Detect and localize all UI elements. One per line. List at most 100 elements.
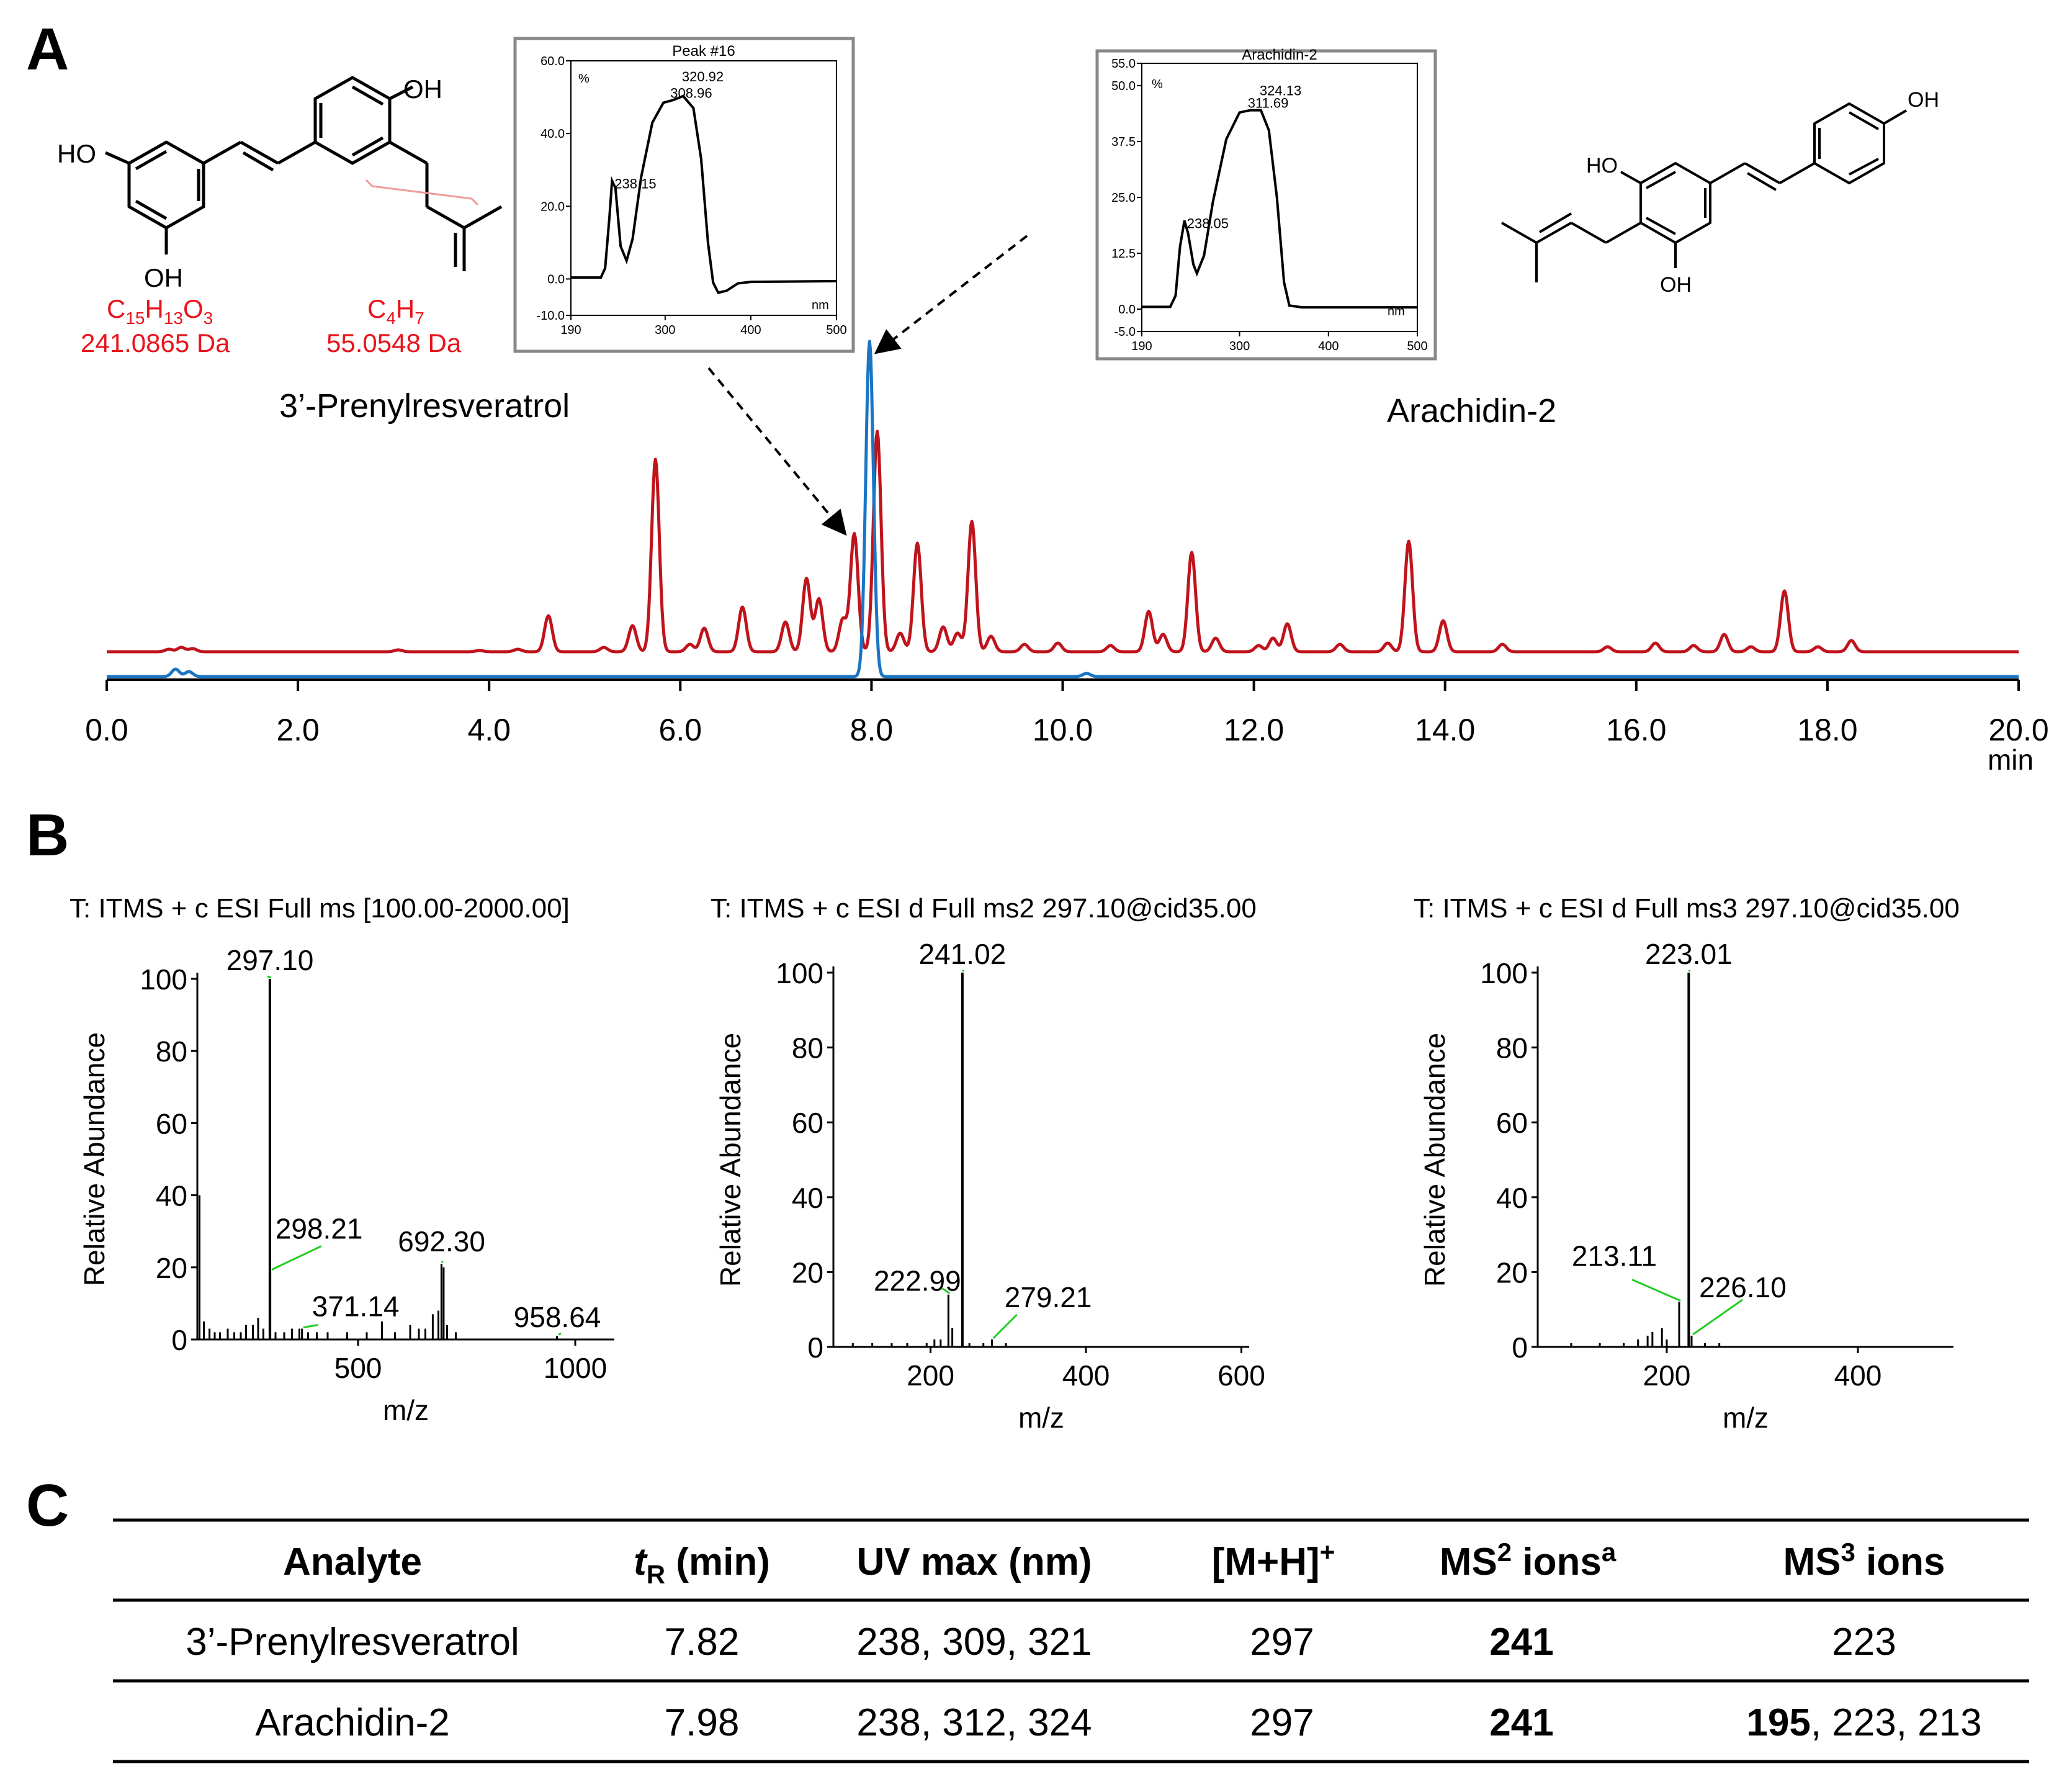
ms-peak-label: 241.02 (919, 938, 1007, 970)
uv-y-tick-label: 0.0 (547, 272, 565, 286)
ms-y-tick-label: 100 (776, 957, 823, 989)
uv-y-tick-label: 55.0 (1111, 57, 1136, 71)
ms-title: T: ITMS + c ESI d Full ms3 297.10@cid35.… (1414, 893, 1960, 924)
chromatogram-tick-label: 14.0 (1415, 713, 1475, 747)
ms-x-label: m/z (1723, 1402, 1769, 1434)
chromatogram-ticks: 0.0 2.0 4.0 6.0 8.0 10.0 12.0 14.0 16.0 18.0 20.0 (85, 680, 2049, 747)
prenyl-chain-3 (426, 205, 465, 230)
ms-peak-leader (303, 1324, 319, 1329)
uv-x-tick-label: 400 (740, 323, 761, 337)
uv-y-tick-label: -10.0 (536, 309, 565, 323)
svg-text:C4H7: C4H7 (367, 294, 424, 328)
uv-x-tick-label: 190 (560, 323, 581, 337)
cell-ms2: 241 (1489, 1701, 1553, 1744)
header-ms3: MS3 ions (1783, 1537, 1945, 1583)
oh-top-label: OH (403, 74, 442, 104)
ms-peak-leader (1688, 969, 1691, 973)
ms-y-tick-label: 20 (1496, 1256, 1528, 1289)
ms-peak-label: 213.11 (1572, 1240, 1657, 1272)
ms-x-tick-label: 500 (334, 1352, 382, 1384)
ms-peak-label: 958.64 (514, 1301, 601, 1333)
ms-y-label: Relative Abundance (714, 1033, 747, 1287)
ms-x-tick-label: 200 (1643, 1359, 1691, 1392)
cell-analyte: Arachidin-2 (255, 1701, 450, 1744)
ms-peak-leader (992, 1313, 1018, 1339)
panel-b-label: B (26, 802, 69, 868)
table-header: Analyte tR (min) UV max (nm) [M+H]+ MS2 … (283, 1537, 1945, 1589)
chromatogram-tick-label: 20.0 (1988, 713, 2048, 747)
uv-inset-peak16: Peak #16 % nm 190 300 400 500 60.0 40.0 20.0 0.… (513, 37, 855, 353)
ms-y-tick-label: 100 (1480, 957, 1528, 989)
ms-x-tick-label: 400 (1834, 1359, 1882, 1392)
cell-ms2: 241 (1489, 1621, 1553, 1663)
prenyl-chain-1 (388, 140, 428, 165)
chromatogram-tick-label: 10.0 (1033, 713, 1093, 747)
uv-axis-ticks: 190 300 400 500 60.0 40.0 20.0 0.0 -10.0 (536, 55, 846, 337)
uv-max-label: 238.05 (1187, 215, 1229, 231)
ms-y-tick-label: 100 (140, 963, 187, 996)
header-analyte: Analyte (283, 1541, 422, 1583)
ms-peak-label: 222.99 (874, 1265, 961, 1297)
blue-chromatogram-trace (106, 340, 2019, 678)
ms-y-tick-label: 80 (156, 1035, 187, 1068)
cell-uv: 238, 312, 324 (856, 1701, 1092, 1744)
chromatogram-tick-label: 8.0 (850, 713, 894, 747)
cell-tr: 7.82 (665, 1621, 740, 1663)
ms-y-tick-label: 60 (1496, 1107, 1528, 1139)
panel-c-label: C (26, 1472, 69, 1539)
chromatogram: 0.0 2.0 4.0 6.0 8.0 10.0 12.0 14.0 16.0 18.0 20.0 … (85, 340, 2049, 776)
ms-y-label: Relative Abundance (1419, 1033, 1451, 1287)
chromatogram-tick-label: 12.0 (1224, 713, 1284, 747)
ms-peak-leader (1692, 1299, 1743, 1336)
ms-peak-leader (558, 1332, 562, 1336)
chromatogram-tick-label: 0.0 (85, 713, 128, 747)
header-tr: tR (min) (634, 1541, 770, 1589)
ms-x-label: m/z (1018, 1402, 1064, 1434)
uv-y-tick-label: 60.0 (540, 55, 565, 68)
cell-mh: 297 (1250, 1621, 1314, 1663)
arrow-to-blue-peak (874, 235, 1028, 354)
ms-peak-leader (271, 1245, 322, 1271)
uv-axis-ticks: 190 300 400 500 55.0 50.0 37.5 25.0 12.5 0.0 -5.0 (1111, 57, 1428, 353)
svg-text:C15H13O3: C15H13O3 (107, 294, 213, 328)
arachidin-structure (1501, 102, 1908, 282)
prenylresveratrol-name: 3’-Prenylresveratrol (279, 387, 570, 425)
ms-x-tick-label: 200 (907, 1359, 954, 1392)
ms-y-tick-label: 40 (1496, 1182, 1528, 1214)
ms-title: T: ITMS + c ESI d Full ms2 297.10@cid35.… (711, 893, 1257, 924)
uv-max-label: 308.96 (670, 85, 712, 101)
ms-peak-leader (441, 1260, 444, 1264)
vinyl-bond-1 (202, 140, 242, 165)
chromatogram-tick-label: 18.0 (1797, 713, 1857, 747)
fragment-mass-1: 241.0865 Da (81, 328, 230, 358)
prenyl-chain-5 (463, 205, 503, 230)
arachidin-phenol-ring (1813, 102, 1885, 184)
ms-title: T: ITMS + c ESI Full ms [100.00-2000.00] (70, 893, 570, 924)
header-ms2: MS2 ionsa (1440, 1537, 1617, 1583)
ms-y-tick-label: 40 (156, 1180, 187, 1212)
ms-x-tick-label: 600 (1218, 1359, 1265, 1392)
ms-peak-label: 223.01 (1645, 938, 1733, 970)
fragment-mass-2: 55.0548 Da (326, 328, 462, 358)
uv-spectrum-line (571, 94, 837, 295)
uv-x-tick-label: 300 (655, 323, 675, 337)
cleavage-marks (365, 179, 479, 206)
uv-y-tick-label: 20.0 (540, 200, 565, 214)
table-row: 3’-Prenylresveratrol 7.82 238, 309, 321 … (186, 1621, 1896, 1663)
ms-y-tick-label: 40 (792, 1182, 823, 1214)
ms-x-tick-label: 1000 (544, 1352, 607, 1384)
uv-x-tick-label: 500 (826, 323, 846, 337)
ms-y-tick-label: 20 (792, 1256, 823, 1289)
resorcinol-ring (127, 140, 205, 230)
header-uv: UV max (nm) (857, 1541, 1092, 1583)
ms1-spectrum: T: ITMS + c ESI Full ms [100.00-2000.00]… (70, 893, 614, 1426)
ms3-spectrum: T: ITMS + c ESI d Full ms3 297.10@cid35.… (1414, 893, 1960, 1434)
ms-y-tick-label: 80 (1496, 1032, 1528, 1065)
ms-peak-label: 692.30 (398, 1225, 485, 1258)
ms-y-tick-label: 80 (792, 1032, 823, 1065)
uv-y-tick-label: 0.0 (1118, 303, 1136, 317)
chromatogram-x-unit: min (1988, 744, 2034, 776)
uv-max-label: 311.69 (1248, 96, 1289, 111)
